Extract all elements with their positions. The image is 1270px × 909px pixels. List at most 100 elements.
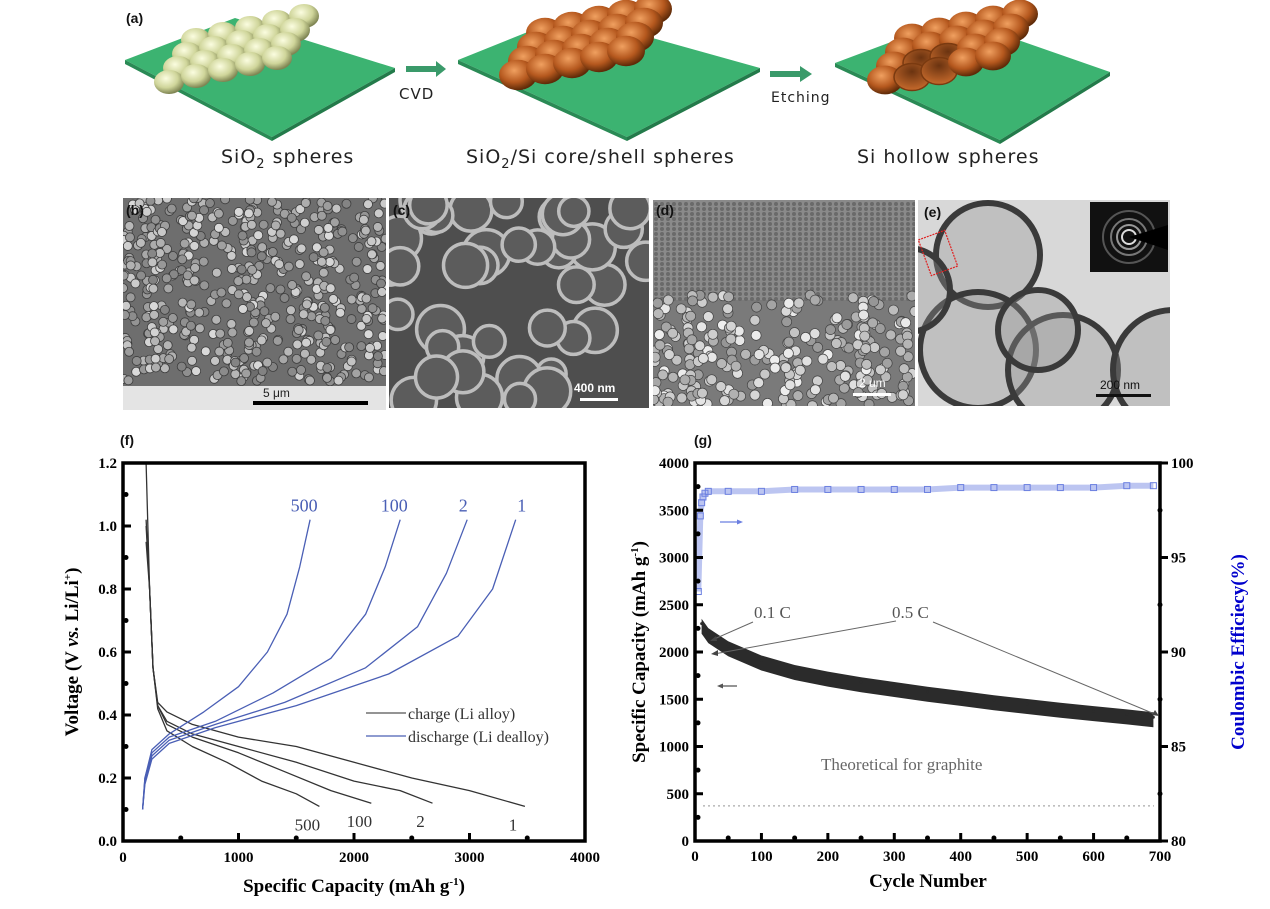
chart-f-ylabel: Voltage (V vs. Li/Li+) — [62, 568, 83, 737]
x-minor-tick — [1057, 835, 1063, 841]
sphere — [975, 41, 1011, 71]
y-minor-tick — [695, 814, 701, 820]
y-tick-label: 0.4 — [98, 708, 117, 724]
sphere — [235, 52, 265, 76]
silica-spheres — [154, 4, 319, 94]
curve-label-discharge-100: 100 — [381, 496, 408, 516]
efficiency-point — [824, 485, 832, 493]
y2-minor-tick — [1157, 791, 1163, 797]
efficiency-point — [857, 485, 865, 493]
y-minor-tick — [123, 681, 129, 686]
annotation-0-1c: 0.1 C — [754, 603, 791, 622]
series-line-discharge-500 — [141, 519, 311, 810]
y2-tick-label: 80 — [1171, 834, 1186, 850]
y-tick-label: 2000 — [659, 645, 689, 661]
y-minor-tick — [123, 618, 129, 623]
y-minor-tick — [695, 531, 701, 537]
y-tick-label: 1.2 — [98, 456, 117, 472]
scale-label-e: 200 nm — [1100, 378, 1141, 392]
x-minor-tick — [409, 835, 415, 841]
y-minor-tick — [695, 625, 701, 631]
x-minor-tick — [725, 835, 731, 841]
series-line-charge-100 — [145, 525, 372, 804]
x-minor-tick — [991, 835, 997, 841]
chart-g-xlabel: Cycle Number — [869, 871, 987, 892]
x-minor-tick — [925, 835, 930, 841]
y-minor-tick — [695, 578, 701, 584]
y-minor-tick — [123, 807, 129, 812]
tem-image-e: (e) 200 nm — [918, 200, 1170, 406]
sphere — [154, 70, 184, 94]
capacity-point — [826, 675, 830, 679]
efficiency-point — [791, 485, 799, 493]
x-tick-label: 1000 — [224, 850, 254, 866]
sphere — [181, 64, 211, 88]
efficiency-point — [1090, 484, 1098, 492]
chart-g-frame — [693, 461, 1162, 843]
arrow-0-5c-end — [932, 621, 1158, 716]
arrow-etching — [770, 66, 812, 82]
panel-label-e: (e) — [924, 204, 942, 220]
legend-charge-label: charge (Li alloy) — [408, 706, 515, 723]
capacity-point — [726, 644, 730, 648]
stage3-caption: Si hollow spheres — [857, 146, 1040, 168]
x-tick-label: 600 — [1082, 849, 1105, 865]
x-tick-label: 400 — [949, 849, 972, 865]
capacity-point — [892, 685, 896, 689]
efficiency-point — [699, 493, 707, 501]
y-minor-tick — [695, 720, 701, 726]
x-tick-label: 2000 — [339, 850, 369, 866]
sphere — [948, 47, 984, 77]
stage1-caption: SiO2 spheres — [221, 146, 355, 172]
curve-label-discharge-1: 1 — [517, 496, 526, 516]
capacity-point — [759, 659, 763, 663]
capacity-point — [859, 680, 863, 684]
capacity-point — [959, 694, 963, 698]
series-line-charge-500 — [145, 541, 320, 807]
efficiency-point — [724, 487, 732, 495]
sem-image-b: (b) 5 μm — [123, 198, 386, 410]
x-minor-tick — [524, 835, 530, 841]
capacity-point — [1092, 709, 1096, 713]
y-tick-label: 2500 — [659, 598, 689, 614]
y-tick-label: 500 — [667, 787, 690, 803]
y-tick-label: 0 — [682, 834, 690, 850]
capacity-point — [926, 690, 929, 694]
y2-minor-tick — [1157, 507, 1163, 513]
panel-label-f: (f) — [120, 432, 134, 448]
y2-tick-label: 90 — [1171, 645, 1186, 661]
scale-bar-e — [1096, 394, 1151, 397]
x-tick-label: 100 — [750, 849, 773, 865]
series-coulombic-efficiency — [695, 482, 1154, 592]
sem-image-c: (c) 400 nm — [389, 198, 649, 408]
core-shell-spheres — [499, 0, 672, 91]
panel-label-d: (d) — [656, 202, 674, 218]
x-minor-tick — [1124, 835, 1130, 841]
scale-bar-b — [253, 401, 368, 405]
capacity-point — [992, 698, 996, 702]
efficiency-point — [924, 485, 931, 493]
y-tick-label: 0.0 — [98, 834, 117, 850]
series-line-discharge-1 — [141, 519, 517, 810]
sphere — [867, 65, 903, 95]
scale-label-c: 400 nm — [574, 381, 616, 395]
y-minor-tick — [123, 744, 129, 749]
efficiency-point — [1056, 484, 1064, 492]
y-tick-label: 1000 — [659, 740, 689, 756]
y2-tick-label: 85 — [1171, 740, 1186, 756]
panel-label-g: (g) — [694, 432, 712, 448]
y-minor-tick — [695, 484, 701, 490]
panel-label-c: (c) — [393, 202, 411, 218]
legend-discharge-label: discharge (Li dealloy) — [408, 729, 549, 746]
sphere — [607, 35, 645, 67]
x-tick-label: 300 — [883, 849, 906, 865]
arrow-0-5c-start — [713, 620, 897, 655]
x-minor-tick — [792, 835, 798, 841]
capacity-point — [700, 622, 704, 626]
hollow-spheres — [867, 0, 1038, 95]
curve-label-charge-2: 2 — [416, 812, 425, 831]
sphere — [208, 58, 238, 82]
y-tick-label: 0.2 — [98, 771, 117, 787]
scale-label-b: 5 μm — [263, 386, 290, 400]
curve-label-charge-100: 100 — [347, 812, 373, 831]
